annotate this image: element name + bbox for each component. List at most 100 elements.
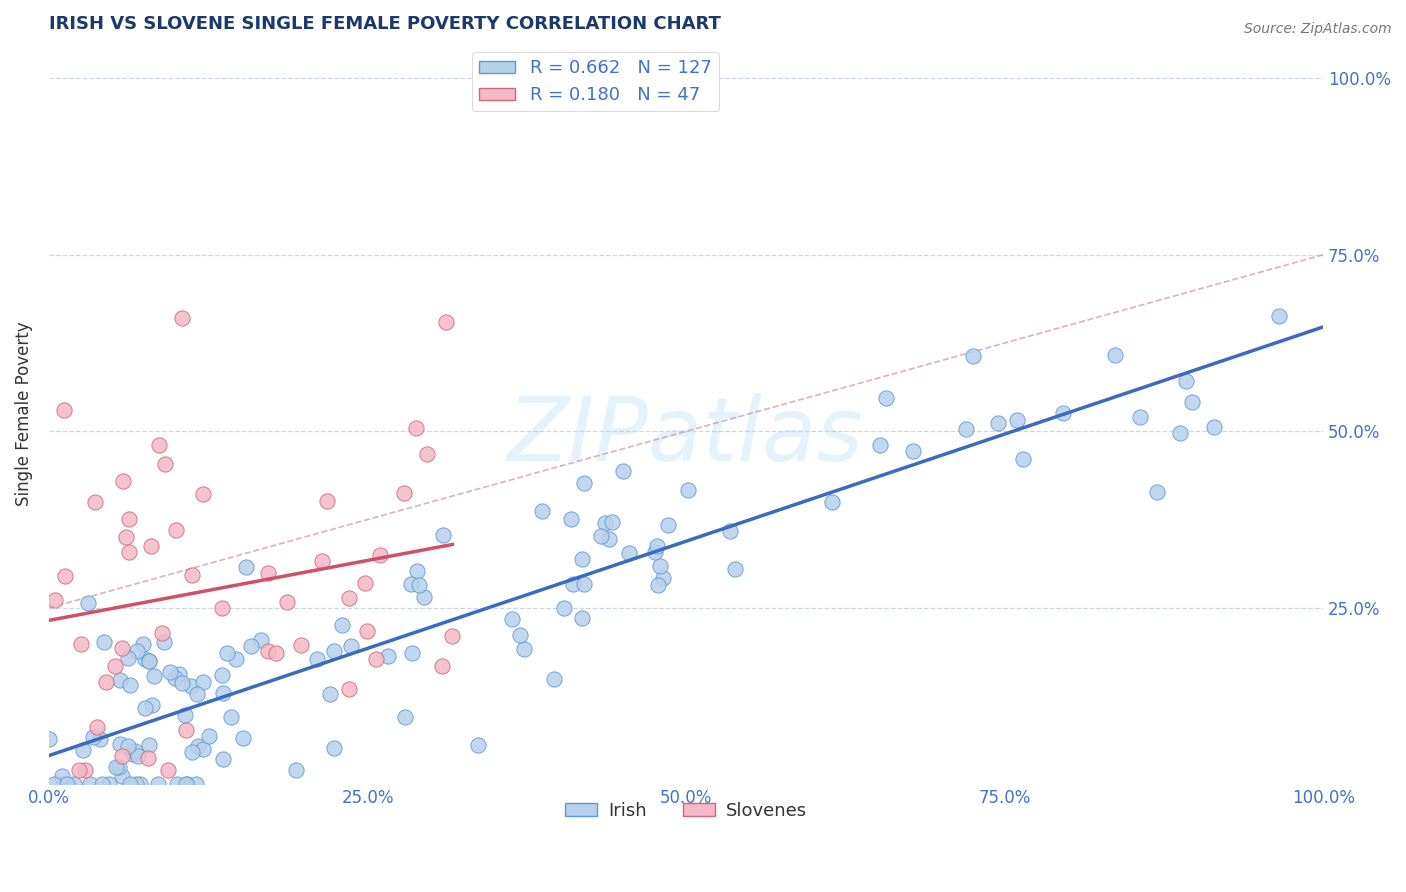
Point <box>574 577 596 591</box>
Point <box>430 659 453 673</box>
Point <box>79 777 101 791</box>
Point <box>90 777 112 791</box>
Legend: Irish, Slovenes: Irish, Slovenes <box>558 795 814 827</box>
Y-axis label: Single Female Poverty: Single Female Poverty <box>15 321 32 506</box>
Point <box>256 566 278 581</box>
Point <box>184 777 207 791</box>
Point <box>181 567 204 582</box>
Point <box>150 626 173 640</box>
Point <box>72 743 94 757</box>
Point <box>138 654 160 668</box>
Point <box>52 777 75 791</box>
Point <box>232 731 254 745</box>
Point <box>405 420 427 434</box>
Point <box>136 751 159 765</box>
Point <box>354 575 377 590</box>
Point <box>406 564 429 578</box>
Point <box>148 777 170 791</box>
Point <box>562 576 585 591</box>
Point <box>156 764 179 778</box>
Point <box>591 529 613 543</box>
Point <box>108 673 131 687</box>
Text: IRISH VS SLOVENE SINGLE FEMALE POVERTY CORRELATION CHART: IRISH VS SLOVENE SINGLE FEMALE POVERTY C… <box>49 15 721 33</box>
Point <box>392 486 415 500</box>
Point <box>82 731 104 745</box>
Point <box>167 666 190 681</box>
Point <box>249 633 271 648</box>
Point <box>55 777 77 791</box>
Point <box>138 738 160 752</box>
Point <box>1129 410 1152 425</box>
Point <box>513 642 536 657</box>
Point <box>51 769 73 783</box>
Point <box>117 739 139 754</box>
Point <box>501 612 523 626</box>
Point <box>574 475 596 490</box>
Point <box>987 416 1010 430</box>
Point <box>70 637 93 651</box>
Point <box>83 495 105 509</box>
Point <box>644 544 666 558</box>
Point <box>191 487 214 501</box>
Point <box>678 483 700 498</box>
Point <box>264 646 287 660</box>
Point <box>467 738 489 752</box>
Point <box>368 549 391 563</box>
Point <box>129 777 152 791</box>
Point <box>820 494 842 508</box>
Point <box>165 523 187 537</box>
Point <box>553 600 575 615</box>
Point <box>77 596 100 610</box>
Point <box>152 634 174 648</box>
Point <box>52 777 75 791</box>
Point <box>356 624 378 639</box>
Point <box>125 644 148 658</box>
Point <box>652 571 675 585</box>
Point <box>316 493 339 508</box>
Point <box>432 528 454 542</box>
Point <box>181 745 204 759</box>
Point <box>724 562 747 576</box>
Point <box>1181 394 1204 409</box>
Point <box>571 611 593 625</box>
Point <box>225 652 247 666</box>
Point <box>186 687 208 701</box>
Point <box>93 635 115 649</box>
Point <box>215 646 238 660</box>
Point <box>869 438 891 452</box>
Point <box>962 349 984 363</box>
Point <box>191 741 214 756</box>
Point <box>118 511 141 525</box>
Point <box>108 737 131 751</box>
Point <box>408 577 430 591</box>
Point <box>1168 425 1191 440</box>
Point <box>240 640 263 654</box>
Point <box>105 760 128 774</box>
Point <box>98 777 121 791</box>
Point <box>118 678 141 692</box>
Text: ZIPatlas: ZIPatlas <box>508 392 863 479</box>
Point <box>416 447 439 461</box>
Point <box>111 748 134 763</box>
Point <box>96 674 118 689</box>
Point <box>955 422 977 436</box>
Point <box>657 518 679 533</box>
Point <box>104 658 127 673</box>
Point <box>193 675 215 690</box>
Point <box>648 559 671 574</box>
Point <box>1012 452 1035 467</box>
Point <box>121 747 143 762</box>
Text: Source: ZipAtlas.com: Source: ZipAtlas.com <box>1244 22 1392 37</box>
Point <box>52 403 75 417</box>
Point <box>141 698 163 713</box>
Point <box>120 777 142 791</box>
Point <box>127 748 149 763</box>
Point <box>198 729 221 743</box>
Point <box>176 777 198 791</box>
Point <box>142 669 165 683</box>
Point <box>235 560 257 574</box>
Point <box>138 654 160 668</box>
Point <box>211 686 233 700</box>
Point <box>645 539 668 553</box>
Point <box>307 652 329 666</box>
